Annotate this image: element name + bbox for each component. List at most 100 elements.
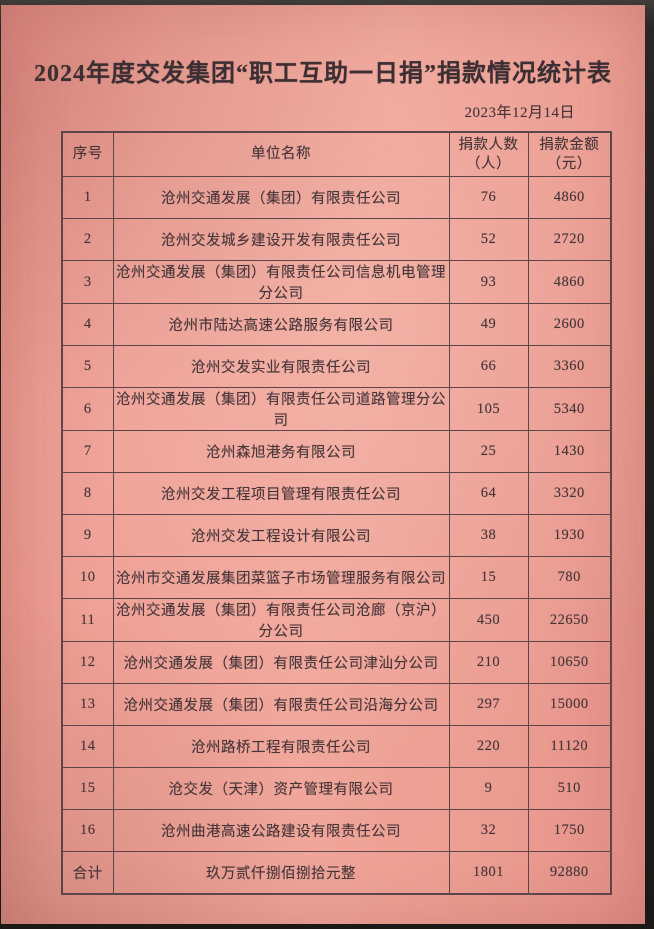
col-header-amount-line2: （元） (546, 155, 592, 172)
row-donors: 38 (448, 514, 529, 557)
row-index: 6 (61, 387, 114, 431)
document-date: 2023年12月14日 (464, 105, 575, 121)
row-donors: 64 (448, 472, 529, 515)
row-amount: 10650 (527, 641, 612, 684)
row-unit: 沧州交发城乡建设开发有限责任公司 (112, 218, 450, 261)
row-amount: 3360 (527, 345, 612, 388)
row-donors: 220 (448, 725, 529, 768)
row-index: 11 (61, 598, 114, 642)
row-index: 16 (61, 809, 114, 852)
row-index: 2 (61, 218, 114, 261)
row-donors: 15 (448, 556, 529, 599)
document-page: 2024年度交发集团“职工互助一日捐”捐款情况统计表 2023年12月14日 序… (1, 5, 645, 924)
row-amount: 2720 (527, 218, 612, 261)
row-donors: 9 (448, 767, 529, 810)
col-header-unit-label: 单位名称 (251, 146, 311, 163)
row-index: 3 (61, 260, 114, 304)
total-amount: 92880 (527, 851, 612, 895)
row-amount: 780 (527, 556, 612, 599)
col-header-index-label: 序号 (72, 146, 103, 163)
col-header-donors: 捐款人数 （人） (448, 131, 529, 177)
row-donors: 297 (448, 683, 529, 726)
row-amount: 11120 (527, 725, 612, 768)
row-unit: 沧州森旭港务有限公司 (112, 430, 450, 473)
row-index: 9 (61, 514, 114, 557)
row-unit: 沧州交通发展（集团）有限责任公司沿海分公司 (112, 683, 450, 726)
row-index: 14 (61, 725, 114, 768)
total-amount-in-words: 玖万贰仟捌佰捌拾元整 (112, 851, 450, 895)
row-donors: 66 (448, 345, 529, 388)
row-amount: 2600 (527, 303, 612, 346)
table-row: 16 沧州曲港高速公路建设有限责任公司 32 1750 (61, 809, 612, 852)
row-amount: 15000 (527, 683, 612, 726)
table-row: 2 沧州交发城乡建设开发有限责任公司 52 2720 (61, 218, 612, 261)
row-donors: 210 (448, 641, 529, 684)
row-donors: 52 (448, 218, 529, 261)
row-index: 10 (61, 556, 114, 599)
col-header-index: 序号 (61, 131, 114, 177)
row-unit: 沧州市陆达高速公路服务有限公司 (112, 303, 450, 346)
table-row: 1 沧州交通发展（集团）有限责任公司 76 4860 (61, 176, 612, 219)
row-amount: 4860 (527, 176, 612, 219)
table-row: 4 沧州市陆达高速公路服务有限公司 49 2600 (61, 303, 612, 346)
donation-table: 序号 单位名称 捐款人数 （人） 捐款金额 （元） 1 沧州交通发展（集团）有限责任… (61, 131, 612, 895)
total-row: 合计 玖万贰仟捌佰捌拾元整 1801 92880 (61, 851, 612, 895)
row-amount: 3320 (527, 472, 612, 515)
row-unit: 沧交发（天津）资产管理有限公司 (112, 767, 450, 810)
row-index: 8 (61, 472, 114, 515)
row-unit: 沧州市交通发展集团菜篮子市场管理服务有限公司 (112, 556, 450, 599)
row-amount: 4860 (527, 260, 612, 304)
header-row: 序号 单位名称 捐款人数 （人） 捐款金额 （元） (61, 131, 612, 177)
row-amount: 1930 (527, 514, 612, 557)
row-donors: 93 (448, 260, 529, 304)
row-donors: 25 (448, 430, 529, 473)
total-label: 合计 (61, 851, 114, 895)
row-donors: 32 (448, 809, 529, 852)
row-unit: 沧州交通发展（集团）有限责任公司津汕分公司 (112, 641, 450, 684)
table-row: 11 沧州交通发展（集团）有限责任公司沧廊（京沪）分公司 450 22650 (61, 598, 612, 642)
table-row: 14 沧州路桥工程有限责任公司 220 11120 (61, 725, 612, 768)
row-unit: 沧州交发实业有限责任公司 (112, 345, 450, 388)
row-unit: 沧州曲港高速公路建设有限责任公司 (112, 809, 450, 852)
table-row: 8 沧州交发工程项目管理有限责任公司 64 3320 (61, 472, 612, 515)
col-header-amount: 捐款金额 （元） (527, 131, 612, 177)
row-amount: 5340 (527, 387, 612, 431)
row-index: 1 (61, 176, 114, 219)
row-index: 4 (61, 303, 114, 346)
col-header-unit: 单位名称 (112, 131, 450, 177)
row-unit: 沧州交通发展（集团）有限责任公司沧廊（京沪）分公司 (112, 598, 450, 642)
col-header-donors-line1: 捐款人数 (458, 137, 519, 154)
row-index: 5 (61, 345, 114, 388)
row-index: 13 (61, 683, 114, 726)
table-row: 5 沧州交发实业有限责任公司 66 3360 (61, 345, 612, 388)
table-row: 10 沧州市交通发展集团菜篮子市场管理服务有限公司 15 780 (61, 556, 612, 599)
table-row: 15 沧交发（天津）资产管理有限公司 9 510 (61, 767, 612, 810)
row-amount: 1750 (527, 809, 612, 852)
page-title: 2024年度交发集团“职工互助一日捐”捐款情况统计表 (34, 61, 612, 87)
row-unit: 沧州路桥工程有限责任公司 (112, 725, 450, 768)
table-row: 13 沧州交通发展（集团）有限责任公司沿海分公司 297 15000 (61, 683, 612, 726)
table-row: 6 沧州交通发展（集团）有限责任公司道路管理分公司 105 5340 (61, 387, 612, 431)
row-donors: 76 (448, 176, 529, 219)
row-index: 7 (61, 430, 114, 473)
table-row: 3 沧州交通发展（集团）有限责任公司信息机电管理分公司 93 4860 (61, 260, 612, 304)
row-unit: 沧州交通发展（集团）有限责任公司道路管理分公司 (112, 387, 450, 431)
table-row: 9 沧州交发工程设计有限公司 38 1930 (61, 514, 612, 557)
total-donors: 1801 (448, 851, 529, 895)
col-header-donors-line2: （人） (466, 155, 511, 172)
row-index: 15 (61, 767, 114, 810)
row-unit: 沧州交通发展（集团）有限责任公司 (112, 176, 450, 219)
row-amount: 1430 (527, 430, 612, 473)
row-donors: 105 (448, 387, 529, 431)
row-index: 12 (61, 641, 114, 684)
table-row: 12 沧州交通发展（集团）有限责任公司津汕分公司 210 10650 (61, 641, 612, 684)
table-row: 7 沧州森旭港务有限公司 25 1430 (61, 430, 612, 473)
row-unit: 沧州交发工程项目管理有限责任公司 (112, 472, 450, 515)
row-unit: 沧州交发工程设计有限公司 (112, 514, 450, 557)
row-amount: 510 (527, 767, 612, 810)
row-amount: 22650 (527, 598, 612, 642)
row-donors: 49 (448, 303, 529, 346)
col-header-amount-line1: 捐款金额 (539, 137, 600, 154)
row-donors: 450 (448, 598, 529, 642)
